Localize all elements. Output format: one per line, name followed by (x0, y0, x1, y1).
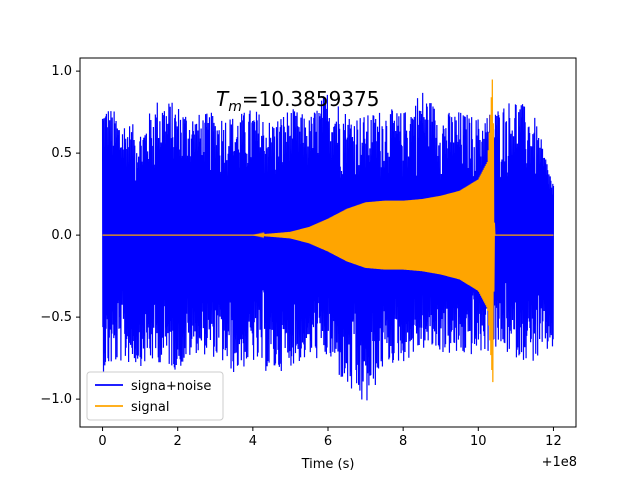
x-tick-label: 10 (470, 434, 487, 449)
x-axis: 0 2 4 6 8 10 12 (98, 427, 562, 449)
annotation-tm: Tm=10.3859375 (216, 87, 380, 115)
x-offset-label: +1e8 (542, 455, 577, 470)
x-tick-label: 12 (545, 434, 562, 449)
legend-label-signal: signal (131, 400, 169, 415)
legend-label-signal-noise: signa+noise (131, 379, 211, 394)
x-tick-label: 8 (399, 434, 407, 449)
annotation-base: T (216, 87, 230, 111)
x-tick-label: 0 (98, 434, 106, 449)
y-tick-label: 1.0 (51, 64, 72, 79)
x-axis-label: Time (s) (301, 457, 355, 472)
series-line-signal (102, 79, 554, 383)
annotation-value: =10.3859375 (242, 87, 380, 111)
annotation-sub: m (228, 99, 242, 115)
y-tick-label: −0.5 (40, 310, 72, 325)
x-tick-label: 4 (249, 434, 257, 449)
legend: signa+noise signal (86, 371, 224, 421)
y-tick-label: 0.5 (51, 146, 72, 161)
legend-box (86, 371, 224, 421)
x-tick-label: 2 (174, 434, 182, 449)
plot-area (101, 79, 555, 401)
x-tick-label: 6 (324, 434, 332, 449)
y-axis: 1.0 0.5 0.0 −0.5 −1.0 (40, 64, 80, 407)
y-tick-label: −1.0 (40, 392, 72, 407)
y-tick-label: 0.0 (51, 228, 72, 243)
